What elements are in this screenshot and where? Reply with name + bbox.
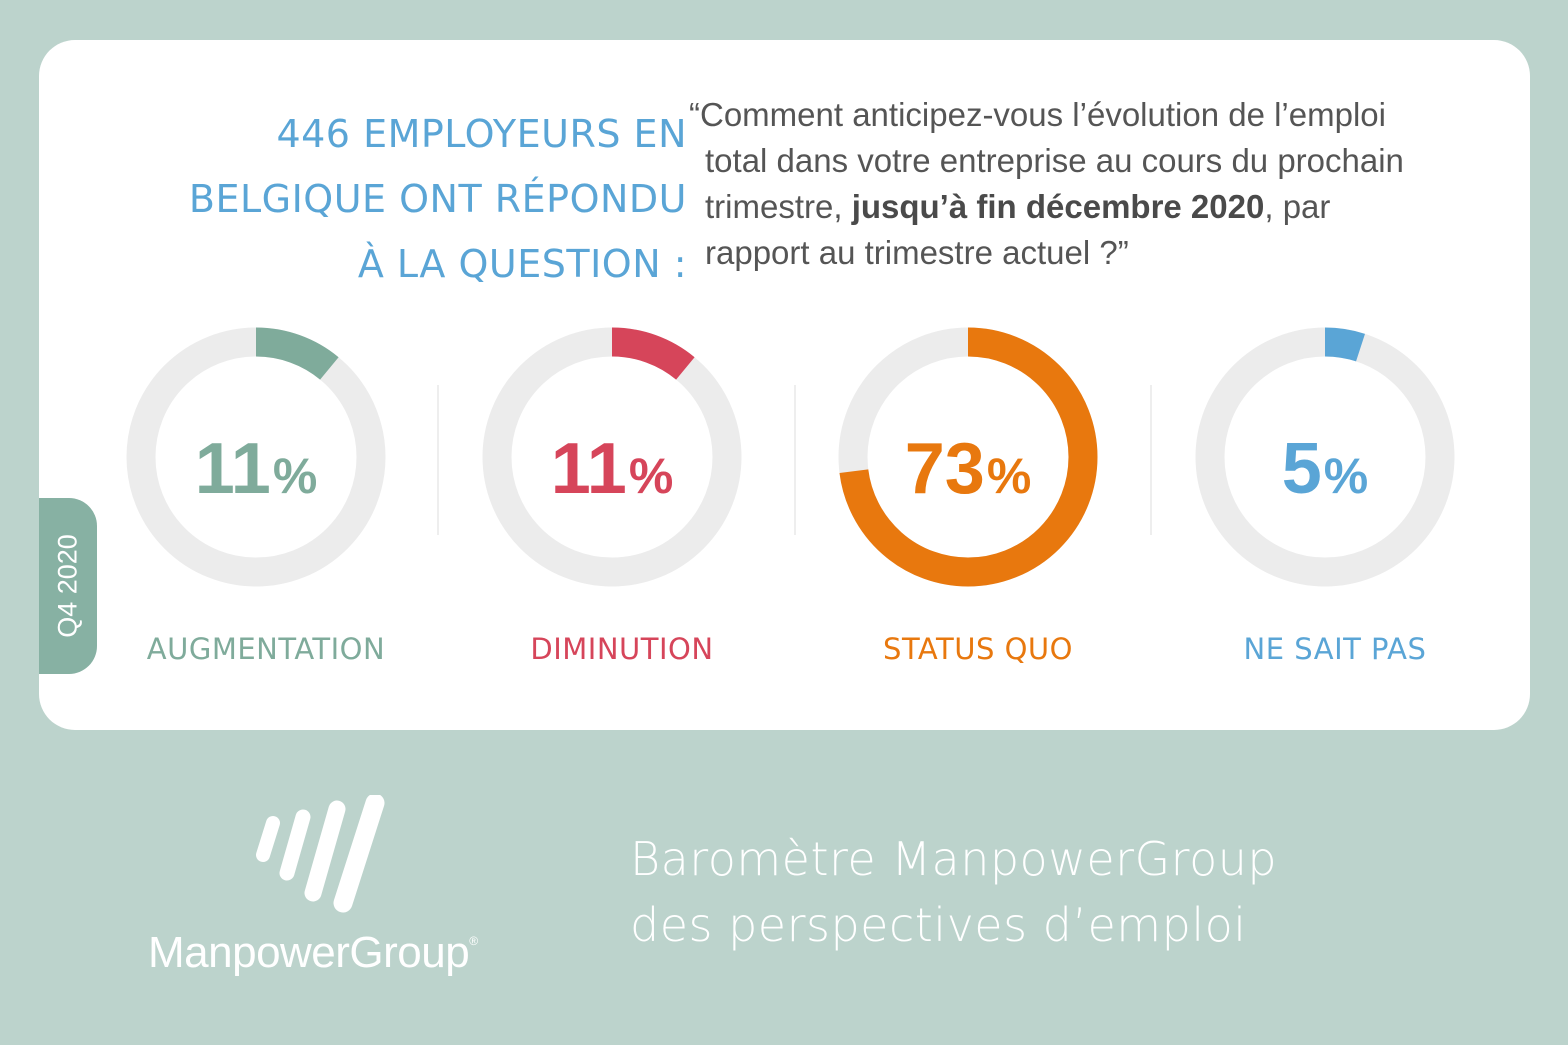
headline-line-1: 446 EMPLOYEURS EN — [276, 112, 687, 156]
percent-number: 5 — [1281, 429, 1322, 509]
question-line-3-end: , par — [1264, 188, 1331, 225]
period-label: Q4 2020 — [52, 534, 83, 638]
question-line-3: trimestre, jusqu’à fin décembre 2020, pa… — [689, 184, 1489, 230]
donut-segment-status-quo — [838, 327, 1098, 587]
percent-sign: % — [272, 448, 318, 504]
brand-name: ManpowerGroup® — [148, 928, 478, 978]
headline-line-2: BELGIQUE ONT RÉPONDU — [188, 177, 687, 221]
percent-value-ne-sait-pas: 5% — [1195, 424, 1455, 514]
percent-value-status-quo: 73% — [838, 424, 1098, 514]
question-line-3-start: trimestre, — [705, 188, 852, 225]
footer-title-line-1: Baromètre ManpowerGroup — [630, 832, 1278, 886]
percent-value-diminution: 11% — [482, 424, 742, 514]
question-line-1: “Comment anticipez-vous l’évolution de l… — [689, 96, 1386, 133]
manpowergroup-logo-icon — [256, 795, 385, 913]
category-label-ne-sait-pas: NE SAIT PAS — [1243, 632, 1427, 666]
category-label-diminution: DIMINUTION — [530, 632, 714, 666]
period-tab: Q4 2020 — [39, 498, 97, 674]
donut-segment-ne-sait-pas — [1195, 327, 1455, 587]
divider — [794, 385, 796, 535]
percent-sign: % — [986, 448, 1032, 504]
divider — [1150, 385, 1152, 535]
question-line-2: total dans votre entreprise au cours du … — [705, 142, 1404, 179]
footer-title: Baromètre ManpowerGroup des perspectives… — [630, 826, 1277, 958]
donut-segment-augmentation — [126, 327, 386, 587]
headline-line-3: À LA QUESTION : — [357, 242, 687, 286]
percent-sign: % — [628, 448, 674, 504]
percent-number: 11 — [550, 429, 627, 509]
percent-number: 73 — [904, 429, 985, 509]
footer-title-line-2: des perspectives d’emploi — [630, 898, 1247, 952]
donut-segment-diminution — [482, 327, 742, 587]
brand-name-text: ManpowerGroup — [148, 928, 470, 977]
question-deadline: jusqu’à fin décembre 2020 — [851, 188, 1265, 225]
headline: 446 EMPLOYEURS EN BELGIQUE ONT RÉPONDU À… — [119, 102, 687, 297]
question-line-4: rapport au trimestre actuel ?” — [705, 234, 1129, 271]
percent-sign: % — [1323, 448, 1369, 504]
registered-mark: ® — [469, 934, 478, 948]
survey-question: “Comment anticipez-vous l’évolution de l… — [689, 92, 1489, 276]
divider — [437, 385, 439, 535]
category-label-augmentation: AUGMENTATION — [146, 632, 386, 666]
percent-value-augmentation: 11% — [126, 424, 386, 514]
percent-number: 11 — [194, 429, 271, 509]
category-label-status-quo: STATUS QUO — [883, 632, 1073, 666]
donut-charts — [126, 327, 1455, 587]
survey-card: 446 EMPLOYEURS EN BELGIQUE ONT RÉPONDU À… — [39, 40, 1530, 730]
